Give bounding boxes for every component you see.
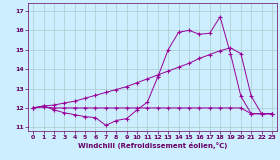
X-axis label: Windchill (Refroidissement éolien,°C): Windchill (Refroidissement éolien,°C) [78, 142, 227, 149]
